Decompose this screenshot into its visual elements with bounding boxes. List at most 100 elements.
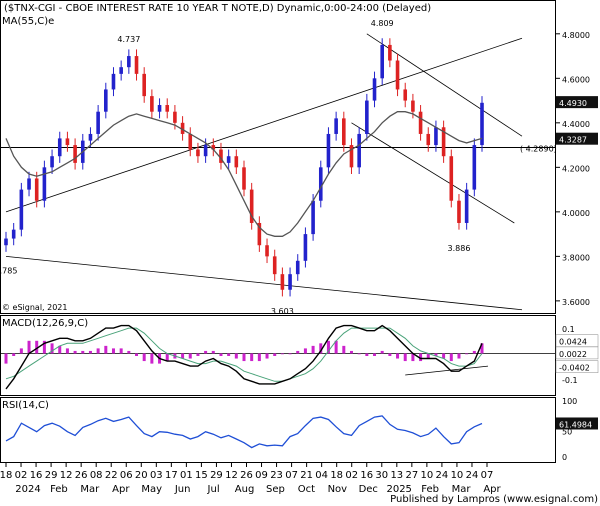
macd-histogram-bar — [365, 353, 369, 356]
time-day-label: 01 — [180, 470, 193, 481]
price-bar — [349, 145, 354, 168]
trendline — [366, 33, 523, 137]
macd-histogram-bar — [311, 345, 315, 354]
macd-histogram-bar — [242, 353, 246, 362]
macd-histogram-bar — [150, 353, 154, 364]
macd-histogram-bar — [50, 343, 54, 354]
price-value-badge — [556, 132, 598, 145]
macd-histogram-bar — [442, 353, 446, 359]
macd-line — [5, 324, 483, 390]
time-day-label: 30 — [375, 470, 388, 481]
time-day-label: 26 — [75, 470, 88, 481]
time-month-label: Apr — [483, 484, 501, 495]
macd-histogram-bar — [265, 353, 269, 359]
macd-signal-line — [5, 327, 483, 382]
price-bar — [418, 111, 423, 134]
macd-tick-label: 0.1 — [562, 325, 575, 334]
macd-value-badge-label: 0.0022 — [559, 350, 587, 359]
time-day-label: 08 — [90, 470, 103, 481]
macd-histogram-bar — [4, 353, 8, 364]
time-day-label: 23 — [270, 470, 283, 481]
macd-value-badge — [555, 360, 599, 373]
trendline — [5, 37, 523, 213]
price-tick-label: 3.8000 — [562, 253, 590, 262]
time-day-label: 12 — [60, 470, 73, 481]
price-tick-label: 4.0000 — [562, 209, 590, 218]
macd-histogram-bar — [426, 353, 430, 359]
time-day-label: 03 — [150, 470, 163, 481]
price-bar — [142, 73, 146, 97]
price-bar — [50, 156, 54, 168]
price-bar — [196, 149, 200, 157]
macd-histogram-bar — [357, 353, 361, 355]
macd-histogram-bar — [303, 348, 307, 354]
macd-histogram-bar — [234, 353, 238, 359]
trendline — [5, 255, 523, 311]
price-bar — [434, 127, 438, 146]
price-annotation: 3.886 — [448, 244, 471, 253]
price-bar — [242, 167, 246, 190]
macd-histogram-bar — [65, 348, 69, 354]
rsi-tick-label: 100 — [562, 397, 577, 406]
time-day-label: 18 — [330, 470, 343, 481]
macd-histogram-bar — [181, 353, 185, 359]
macd-histogram-bar — [211, 350, 215, 354]
price-bar — [219, 149, 223, 163]
macd-histogram-bar — [58, 345, 62, 354]
price-bar — [11, 229, 16, 239]
time-day-label: 20 — [135, 470, 148, 481]
macd-histogram-bar — [142, 353, 146, 362]
macd-histogram-bar — [403, 353, 407, 362]
price-bar — [457, 200, 461, 223]
macd-histogram-bar — [42, 340, 46, 354]
price-bar — [318, 167, 323, 201]
price-bar — [211, 145, 216, 150]
macd-histogram-bar — [119, 348, 123, 354]
time-month-label: Nov — [328, 484, 348, 495]
time-month-label: Feb — [50, 484, 68, 495]
price-bar — [257, 222, 262, 246]
price-bar — [303, 234, 308, 261]
price-bar — [372, 78, 377, 101]
macd-histogram-bar — [472, 350, 476, 354]
time-day-label: 21 — [300, 470, 313, 481]
price-bar — [96, 111, 100, 134]
price-bar — [165, 105, 170, 112]
price-tick-label: 4.4000 — [562, 120, 590, 129]
price-tick-label: 4.6000 — [562, 75, 590, 84]
rsi-tick-label: 50 — [562, 428, 572, 437]
price-bar — [395, 60, 400, 90]
price-bar — [342, 118, 346, 146]
macd-histogram-bar — [257, 353, 261, 362]
macd-histogram-bar — [250, 353, 254, 362]
price-bar — [388, 44, 392, 61]
price-bar — [449, 156, 454, 201]
price-bar — [203, 145, 208, 157]
macd-histogram-bar — [465, 353, 469, 355]
time-day-label: 02 — [15, 470, 28, 481]
price-level-label: ( 4.2890) — [520, 145, 557, 154]
price-tick-label: 3.6000 — [562, 298, 590, 307]
macd-histogram-bar — [219, 353, 223, 356]
price-annotation: 3.785 — [0, 267, 17, 276]
time-day-label: 07 — [285, 470, 298, 481]
macd-histogram-bar — [334, 340, 338, 354]
time-month-label: Apr — [112, 484, 130, 495]
time-day-label: 18 — [0, 470, 12, 481]
price-bar — [441, 127, 446, 157]
copyright-label: © eSignal, 2021 — [2, 303, 67, 312]
macd-histogram-bar — [127, 350, 131, 354]
macd-value-badge — [555, 346, 599, 360]
price-bar — [403, 89, 408, 101]
price-bar — [88, 133, 93, 141]
price-bar — [234, 156, 239, 168]
time-month-label: Jun — [174, 484, 191, 495]
time-day-label: 16 — [30, 470, 43, 481]
time-day-label: 07 — [481, 470, 494, 481]
price-bar — [19, 189, 24, 230]
macd-histogram-bar — [12, 353, 16, 356]
price-bar — [173, 111, 177, 123]
publisher-label: Published by Lampros (www.esignal.com) — [390, 494, 598, 505]
time-month-label: 2024 — [15, 484, 40, 495]
macd-histogram-bar — [135, 353, 139, 356]
